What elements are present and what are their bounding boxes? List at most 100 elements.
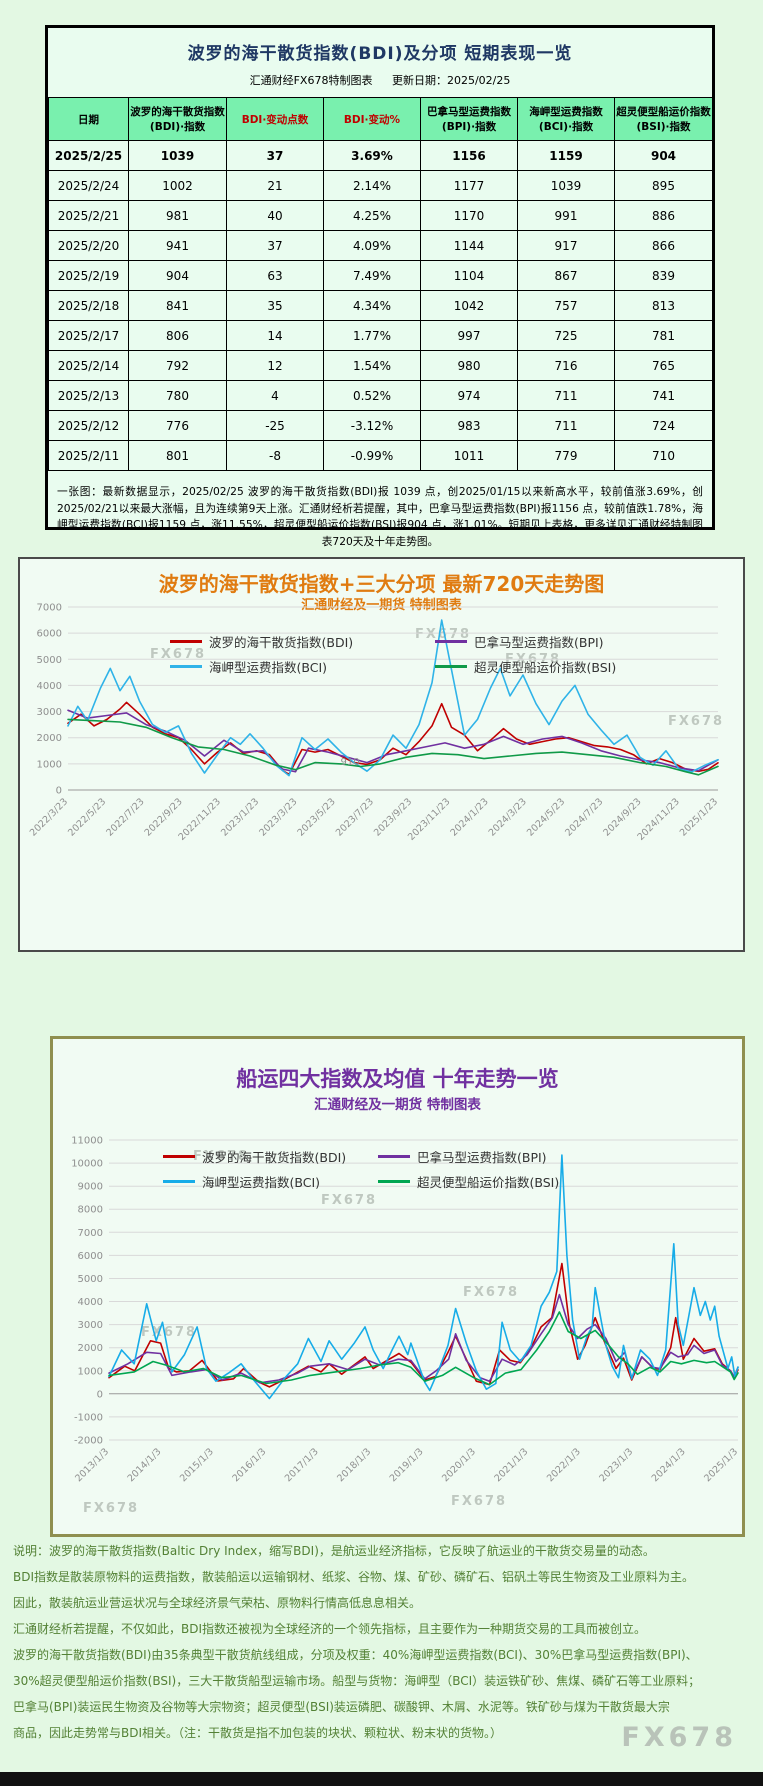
legend-label: 超灵便型船运价指数(BSI) bbox=[474, 660, 617, 675]
table-row: 2025/2/14 792 12 1.54% 980 716 765 bbox=[48, 350, 713, 381]
description-line: 说明：波罗的海干散货指数(Baltic Dry Index，缩写BDI)，是航运… bbox=[13, 1544, 655, 1558]
fx678-watermark: FX678 bbox=[415, 627, 472, 642]
table-cell: 40 bbox=[226, 200, 324, 231]
table-row: 2025/2/12 776 -25 -3.12% 983 711 724 bbox=[48, 410, 713, 441]
fx678-watermark: FX678 bbox=[463, 1285, 520, 1300]
x-tick-label: 2024/5/23 bbox=[525, 796, 567, 838]
y-tick-label: 3000 bbox=[37, 707, 62, 718]
table-cell: 2025/2/19 bbox=[48, 260, 129, 291]
table-row: 2025/2/21 981 40 4.25% 1170 991 886 bbox=[48, 200, 713, 231]
table-cell: 1159 bbox=[517, 140, 615, 171]
description-line: 波罗的海干散货指数(BDI)由35条典型干散货航线组成，分项及权重：40%海岬型… bbox=[13, 1648, 698, 1662]
legend-line-swatch bbox=[435, 640, 467, 643]
x-tick-label: 2023/7/23 bbox=[334, 796, 376, 838]
table-cell: 37 bbox=[226, 140, 324, 171]
table-cell: 1042 bbox=[420, 290, 518, 321]
x-tick-label: 2024/3/23 bbox=[487, 796, 529, 838]
table-cell: 711 bbox=[517, 410, 615, 441]
x-tick-label: 2023/1/3 bbox=[597, 1446, 635, 1484]
table-cell: 780 bbox=[128, 380, 227, 411]
y-tick-label: 10000 bbox=[71, 1159, 103, 1170]
table-cell: 841 bbox=[128, 290, 227, 321]
table-cell: 12 bbox=[226, 350, 324, 381]
table-cell: 2025/2/18 bbox=[48, 290, 129, 321]
table-cell: 1.77% bbox=[323, 320, 421, 351]
legend-item: 海岬型运费指数(BCI) bbox=[170, 654, 435, 679]
legend-item: 超灵便型船运价指数(BSI) bbox=[378, 1169, 593, 1194]
table-header-cell: BDI·变动点数 bbox=[226, 97, 324, 141]
series-line bbox=[67, 619, 719, 777]
table-cell: 974 bbox=[420, 380, 518, 411]
chart1-plot: 700060005000400030002000100002022/3/2320… bbox=[28, 603, 720, 843]
x-tick-label: 2015/1/3 bbox=[178, 1446, 216, 1484]
table-cell: 710 bbox=[614, 440, 713, 471]
table-cell: 866 bbox=[614, 230, 713, 261]
legend-label: 超灵便型船运价指数(BSI) bbox=[417, 1175, 560, 1190]
table-row: 2025/2/19 904 63 7.49% 1104 867 839 bbox=[48, 260, 713, 291]
series-line bbox=[108, 1311, 739, 1386]
table-cell: 37 bbox=[226, 230, 324, 261]
table-cell: 2025/2/12 bbox=[48, 410, 129, 441]
table-cell: 4 bbox=[226, 380, 324, 411]
table-cell: 2025/2/13 bbox=[48, 380, 129, 411]
table-cell: 7.49% bbox=[323, 260, 421, 291]
table-cell: 801 bbox=[128, 440, 227, 471]
table-cell: 813 bbox=[614, 290, 713, 321]
fx678-watermark: FX678 bbox=[668, 714, 725, 729]
table-cell: 757 bbox=[517, 290, 615, 321]
chart1-subtitle: 汇通财经及一期货 特制图表 bbox=[301, 598, 462, 613]
legend-line-swatch bbox=[170, 640, 202, 643]
description-line: BDI指数是散装原物料的运费指数，散装船运以运输钢材、纸浆、谷物、煤、矿砂、磷矿… bbox=[13, 1570, 695, 1584]
chart2-plot: 1100010000900080007000600050004000300020… bbox=[71, 1136, 740, 1485]
x-tick-label: 2022/1/3 bbox=[545, 1446, 583, 1484]
legend-item: 超灵便型船运价指数(BSI) bbox=[435, 654, 700, 679]
table-row: 2025/2/13 780 4 0.52% 974 711 741 bbox=[48, 380, 713, 411]
table-cell: 776 bbox=[128, 410, 227, 441]
table-cell: -0.99% bbox=[323, 440, 421, 471]
table-source: 汇通财经FX678特制图表 bbox=[249, 74, 373, 87]
x-tick-label: 2024/7/23 bbox=[563, 796, 605, 838]
legend-line-swatch bbox=[378, 1155, 410, 1158]
legend-item: 巴拿马型运费指数(BPI) bbox=[378, 1144, 593, 1169]
table-cell: 895 bbox=[614, 170, 713, 201]
table-row: 2025/2/25 1039 37 3.69% 1156 1159 904 bbox=[48, 140, 713, 171]
legend-label: 海岬型运费指数(BCI) bbox=[209, 660, 328, 675]
y-tick-label: 5000 bbox=[37, 655, 62, 666]
y-tick-label: 1000 bbox=[78, 1366, 103, 1377]
table-cell: 917 bbox=[517, 230, 615, 261]
table-cell: 1039 bbox=[517, 170, 615, 201]
y-tick-label: 3000 bbox=[78, 1320, 103, 1331]
x-tick-label: 2020/1/3 bbox=[440, 1446, 478, 1484]
table-cell: 1104 bbox=[420, 260, 518, 291]
table-header-cell: 日期 bbox=[48, 97, 129, 141]
table-cell: 983 bbox=[420, 410, 518, 441]
x-tick-label: 2014/1/3 bbox=[126, 1446, 164, 1484]
fx678-watermark: FX678 bbox=[451, 1494, 508, 1509]
table-cell: -3.12% bbox=[323, 410, 421, 441]
table-cell: 765 bbox=[614, 350, 713, 381]
table-row: 2025/2/11 801 -8 -0.99% 1011 779 710 bbox=[48, 440, 713, 471]
x-tick-label: 2021/1/3 bbox=[492, 1446, 530, 1484]
table-cell: 2025/2/17 bbox=[48, 320, 129, 351]
legend-label: 波罗的海干散货指数(BDI) bbox=[202, 1150, 347, 1165]
legend-label: 海岬型运费指数(BCI) bbox=[202, 1175, 321, 1190]
legend-line-swatch bbox=[378, 1180, 410, 1183]
table-cell: 867 bbox=[517, 260, 615, 291]
table-cell: 806 bbox=[128, 320, 227, 351]
legend-line-swatch bbox=[435, 665, 467, 668]
description-line: 巴拿马(BPI)装运民生物资及谷物等大宗物资；超灵便型(BSI)装运磷肥、碳酸钾… bbox=[13, 1700, 670, 1714]
table-cell: 4.34% bbox=[323, 290, 421, 321]
x-tick-label: 2019/1/3 bbox=[388, 1446, 426, 1484]
table-cell: 839 bbox=[614, 260, 713, 291]
chart1-title: 波罗的海干散货指数+三大分项 最新720天走势图 bbox=[158, 572, 605, 596]
legend-item: 波罗的海干散货指数(BDI) bbox=[163, 1144, 378, 1169]
legend-item: 巴拿马型运费指数(BPI) bbox=[435, 629, 700, 654]
table-cell: 725 bbox=[517, 320, 615, 351]
table-cell: 2025/2/11 bbox=[48, 440, 129, 471]
table-row: 2025/2/18 841 35 4.34% 1042 757 813 bbox=[48, 290, 713, 321]
table-header-cell: 超灵便型船运价指数(BSI)·指数 bbox=[614, 97, 713, 141]
fx678-watermark: FX678 bbox=[150, 647, 207, 662]
table-cell: 2025/2/21 bbox=[48, 200, 129, 231]
x-tick-label: 2024/1/23 bbox=[448, 796, 490, 838]
